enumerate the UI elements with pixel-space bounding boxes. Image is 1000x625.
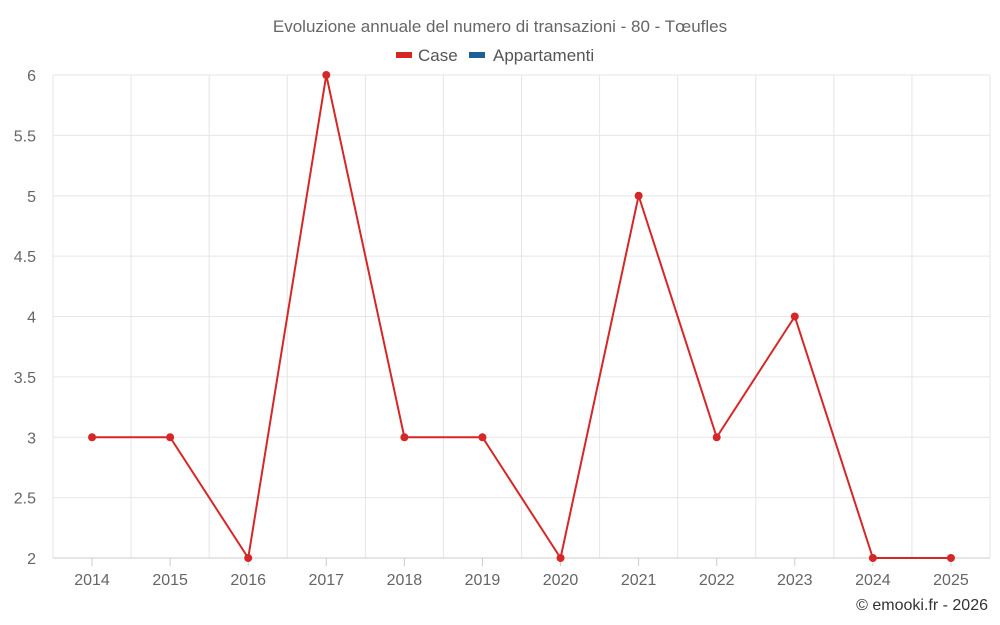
legend-label-case: Case xyxy=(418,46,458,65)
data-point[interactable] xyxy=(634,191,643,200)
x-tick-label: 2020 xyxy=(543,572,579,589)
x-tick-label: 2018 xyxy=(387,572,423,589)
x-tick-label: 2015 xyxy=(152,572,188,589)
data-point[interactable] xyxy=(712,433,721,442)
y-axis: 2 2.5 3 3.5 4 4.5 5 5.5 6 xyxy=(14,68,36,568)
chart-title: Evoluzione annuale del numero di transaz… xyxy=(273,17,727,36)
x-axis: 2014 2015 2016 2017 2018 2019 2020 2021 2022 2023… xyxy=(53,557,990,589)
y-tick-label: 6 xyxy=(27,68,36,85)
legend-item-appartamenti[interactable]: Appartamenti xyxy=(469,46,594,65)
legend-swatch-appartamenti xyxy=(469,52,485,58)
series-case xyxy=(88,71,955,562)
legend-label-appartamenti: Appartamenti xyxy=(493,46,594,65)
series-line-case xyxy=(92,74,951,559)
data-point[interactable] xyxy=(244,554,253,562)
y-tick-label: 4 xyxy=(27,310,36,327)
x-tick-label: 2017 xyxy=(308,572,344,589)
y-tick-label: 2.5 xyxy=(14,491,36,508)
x-tick-label: 2019 xyxy=(465,572,501,589)
y-tick-label: 2 xyxy=(27,551,36,568)
y-tick-label: 5.5 xyxy=(14,128,36,145)
data-point[interactable] xyxy=(166,433,175,442)
x-tick-label: 2021 xyxy=(621,572,657,589)
data-point[interactable] xyxy=(556,554,565,562)
data-point[interactable] xyxy=(478,433,487,442)
x-tick-label: 2024 xyxy=(855,572,891,589)
data-point[interactable] xyxy=(88,433,97,442)
data-point[interactable] xyxy=(946,554,955,562)
x-tick-label: 2023 xyxy=(777,572,813,589)
credit-text: © emooki.fr - 2026 xyxy=(856,597,988,614)
legend-swatch-case xyxy=(396,52,412,58)
data-point[interactable] xyxy=(868,554,877,562)
y-tick-label: 4.5 xyxy=(14,249,36,266)
x-tick-label: 2014 xyxy=(74,572,110,589)
y-tick-label: 3.5 xyxy=(14,370,36,387)
y-tick-label: 5 xyxy=(27,189,36,206)
legend: Case Appartamenti xyxy=(396,46,594,65)
data-point[interactable] xyxy=(790,312,799,321)
data-point[interactable] xyxy=(400,433,409,442)
x-tick-label: 2016 xyxy=(230,572,266,589)
x-tick-label: 2022 xyxy=(699,572,735,589)
data-point[interactable] xyxy=(322,71,331,79)
y-tick-label: 3 xyxy=(27,430,36,447)
x-tick-label: 2025 xyxy=(933,572,969,589)
legend-item-case[interactable]: Case xyxy=(396,46,458,65)
